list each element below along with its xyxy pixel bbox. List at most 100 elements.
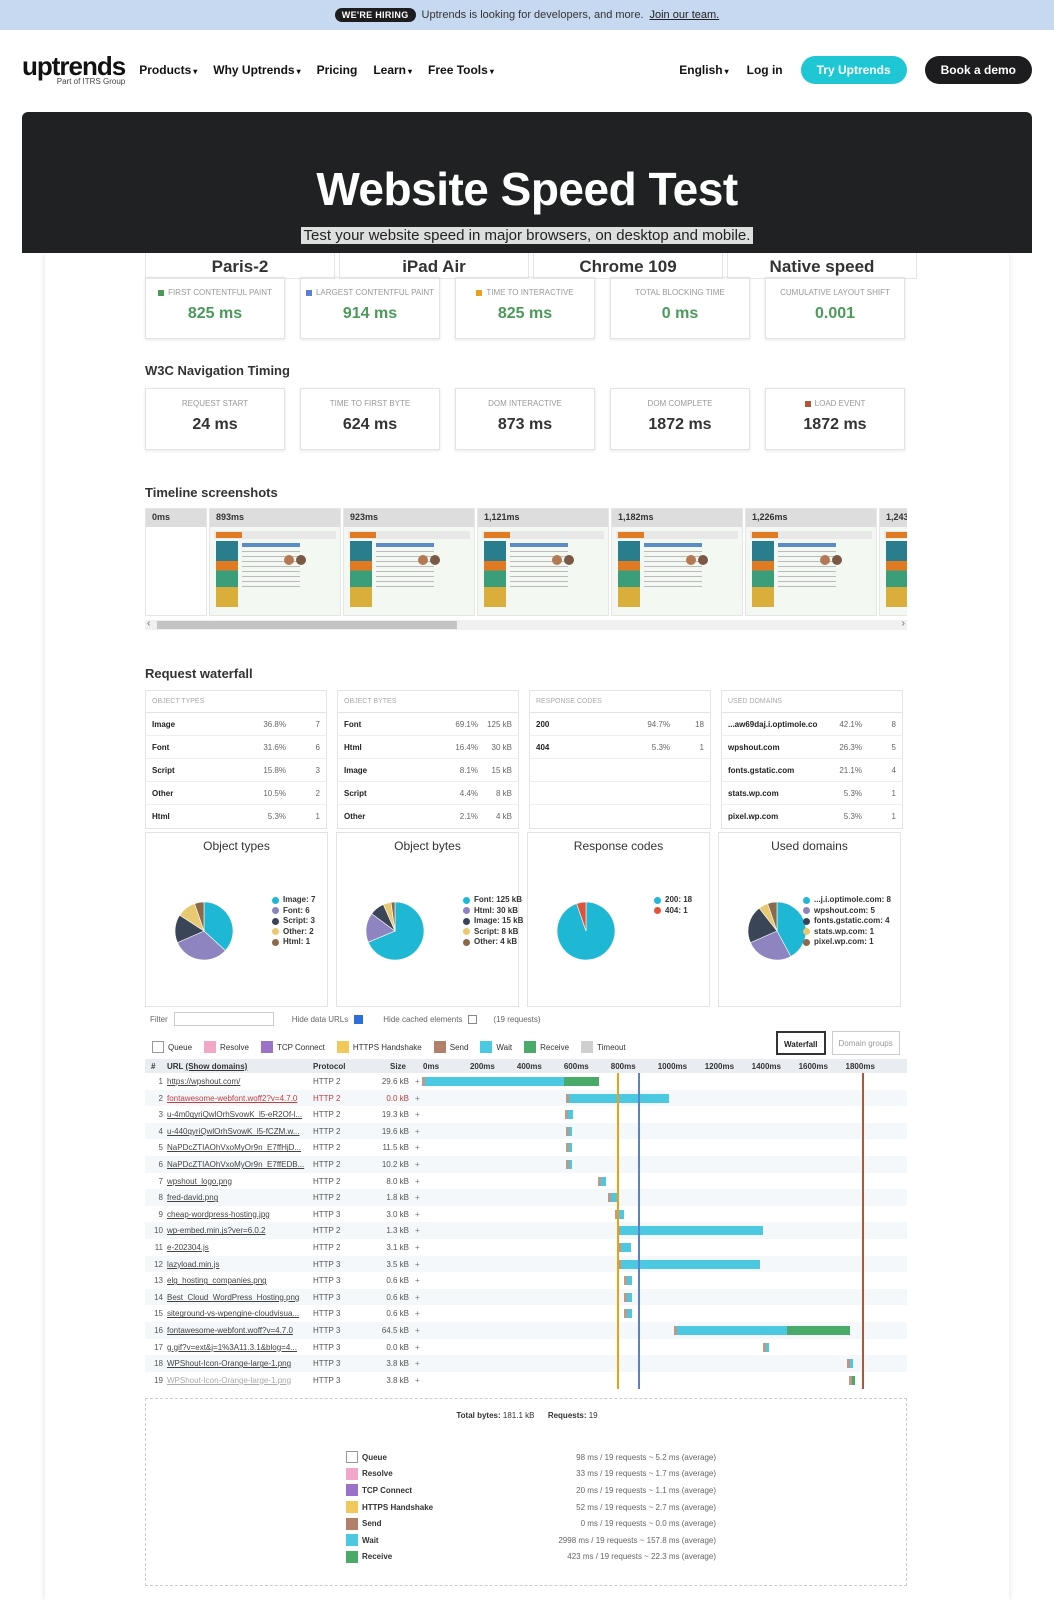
thumb-sidebar [350, 541, 372, 607]
hide-cached-checkbox[interactable] [468, 1014, 478, 1024]
table-row[interactable]: 11 e-202304.js HTTP 2 3.1 kB + [145, 1239, 907, 1256]
request-url-link[interactable]: u-4m0qyriQwlOrhSvowK_l5-eR2Of-l... [167, 1110, 303, 1120]
pie-slice[interactable] [203, 901, 234, 952]
pie-slice[interactable] [194, 901, 205, 932]
timeline-frame[interactable]: 923ms [343, 508, 475, 616]
table-row[interactable]: 14 Best_Cloud_WordPress_Hosting.png HTTP 3… [145, 1288, 907, 1306]
timeline-frame[interactable]: 1,121ms [477, 508, 609, 616]
expand-icon[interactable]: + [415, 1093, 420, 1103]
phase-label: Queue [168, 1042, 193, 1052]
filter-input[interactable] [173, 1012, 274, 1026]
waterfall-view-button[interactable]: Waterfall [776, 1031, 826, 1055]
table-row[interactable]: 9 cheap-wordpress-hosting.jpg HTTP 3 3.0 kB… [145, 1206, 907, 1223]
table-row[interactable]: 2 fontawesome-webfont.woff2?v=4.7.0 HTTP 2… [145, 1089, 907, 1107]
request-url-link[interactable]: WPShout-Icon-Orange-large-1.png [167, 1375, 292, 1385]
table-row[interactable]: 6 NaPDcZTIAOhVxoMyOr9n_E7ffEDB... HTTP 2 10… [145, 1155, 907, 1173]
expand-icon[interactable]: + [415, 1193, 420, 1203]
nav-why-uptrends[interactable]: Why Uptrends ▾ [213, 63, 300, 77]
row-number: 13 [154, 1276, 163, 1286]
domain-groups-button[interactable]: Domain groups [831, 1031, 900, 1055]
request-url-link[interactable]: fred-david.png [167, 1193, 219, 1203]
request-protocol: HTTP 2 [313, 1077, 341, 1086]
request-url-link[interactable]: e-202304.js [167, 1242, 209, 1252]
table-row[interactable]: 1 https://wpshout.com/HTTP 2 29.6 kB + [145, 1073, 907, 1090]
nav-pricing[interactable]: Pricing [316, 63, 358, 77]
table-row[interactable]: 4 u-440qyriQwlOrhSvowK_l5-fCZM.w... HTTP 2… [145, 1122, 907, 1140]
legend-dot-icon [803, 896, 810, 904]
request-url-link[interactable]: https://wpshout.com/ [167, 1077, 241, 1086]
table-row[interactable]: 8 fred-david.png HTTP 2 1.8 kB + [145, 1189, 907, 1206]
request-url-link[interactable]: NaPDcZTIAOhVxoMyOr9n_E7ffHjD... [167, 1143, 302, 1153]
expand-icon[interactable]: + [415, 1276, 420, 1286]
request-url-link[interactable]: elg_hosting_companies.png [167, 1276, 267, 1286]
scroll-right-icon[interactable]: › [901, 618, 905, 629]
expand-icon[interactable]: + [415, 1342, 420, 1352]
expand-icon[interactable]: + [415, 1375, 420, 1385]
table-row[interactable]: 3 u-4m0qyriQwlOrhSvowK_l5-eR2Of-l... HTTP … [145, 1106, 907, 1123]
pie-slice[interactable] [177, 930, 226, 961]
request-url-link[interactable]: cheap-wordpress-hosting.jpg [167, 1209, 270, 1219]
expand-icon[interactable]: + [415, 1126, 420, 1136]
table-row[interactable]: 7 wpshout_logo.png HTTP 2 8.0 kB + [145, 1173, 907, 1190]
expand-icon[interactable]: + [415, 1226, 420, 1236]
timeline-scrollbar[interactable]: ‹ › [145, 618, 907, 630]
expand-icon[interactable]: + [415, 1110, 420, 1120]
frame-thumbnail [746, 527, 876, 615]
scrollbar-thumb[interactable] [157, 621, 457, 629]
table-row[interactable]: 19 WPShout-Icon-Orange-large-1.png HTTP 3 3… [145, 1372, 907, 1389]
uptrends-logo[interactable]: uptrends Part of ITRS Group [22, 53, 126, 86]
stat-cell: 5.3% [651, 742, 670, 752]
legend-label: stats.wp.com: 1 [814, 926, 875, 936]
request-url-link[interactable]: WPShout-Icon-Orange-large-1.png [167, 1359, 292, 1369]
expand-icon[interactable]: + [415, 1292, 420, 1302]
nav-products[interactable]: Products ▾ [139, 63, 197, 77]
request-url-link[interactable]: g.gif?v=ext&j=1%3A11.3.1&blog=4... [167, 1342, 297, 1352]
login-link[interactable]: Log in [746, 63, 783, 77]
expand-icon[interactable]: + [415, 1159, 420, 1169]
request-url-link[interactable]: lazyload.min.js [167, 1259, 220, 1269]
expand-icon[interactable]: + [415, 1325, 420, 1335]
expand-icon[interactable]: + [415, 1309, 420, 1319]
pie-slice[interactable] [390, 901, 396, 932]
table-row[interactable]: 15 siteground-vs-wpengine-cloudvisua... HT… [145, 1305, 907, 1322]
request-url-link[interactable]: u-440qyriQwlOrhSvowK_l5-fCZM.w... [167, 1126, 300, 1136]
request-url-link[interactable]: NaPDcZTIAOhVxoMyOr9n_E7ffEDB... [167, 1159, 305, 1169]
pie-slice[interactable] [767, 901, 778, 932]
pie-slice[interactable] [367, 901, 425, 961]
request-url-link[interactable]: fontawesome-webfont.woff?v=4.7.0 [167, 1325, 293, 1335]
timeline-frame[interactable]: 0ms [145, 508, 207, 616]
expand-icon[interactable]: + [415, 1242, 420, 1252]
scroll-left-icon[interactable]: ‹ [147, 618, 151, 629]
pie-slice[interactable] [576, 901, 587, 932]
pie-slice[interactable] [747, 907, 778, 944]
request-url-link[interactable]: wp-embed.min.js?ver=6.0.2 [167, 1226, 266, 1236]
book-demo-button[interactable]: Book a demo [924, 56, 1032, 84]
request-url-link[interactable]: Best_Cloud_WordPress_Hosting.png [167, 1292, 300, 1302]
request-url-link[interactable]: siteground-vs-wpengine-cloudvisua... [167, 1309, 300, 1319]
expand-icon[interactable]: + [415, 1209, 420, 1219]
timeline-frame[interactable]: 893ms [209, 508, 341, 616]
request-url-link[interactable]: wpshout_logo.png [167, 1176, 232, 1186]
phase-summary-row: Resolve 33 ms / 19 requests ~ 1.7 ms (ave… [346, 1466, 716, 1483]
expand-icon[interactable]: + [415, 1176, 420, 1186]
hide-data-checkbox[interactable] [354, 1014, 364, 1024]
expand-icon[interactable]: + [415, 1077, 420, 1086]
expand-icon[interactable]: + [415, 1143, 420, 1153]
table-row[interactable]: 18 WPShout-Icon-Orange-large-1.png HTTP 3 3… [145, 1355, 907, 1372]
table-row[interactable]: 5 NaPDcZTIAOhVxoMyOr9n_E7ffHjD... HTTP 2 11… [145, 1139, 907, 1156]
timeline-frame[interactable]: 1,243 [879, 508, 907, 616]
nav-learn[interactable]: Learn ▾ [373, 63, 412, 77]
timeline-frame[interactable]: 1,226ms [745, 508, 877, 616]
request-url-link[interactable]: fontawesome-webfont.woff2?v=4.7.0 [167, 1093, 298, 1103]
stat-cell: 10.5% [263, 788, 286, 798]
nav-free-tools[interactable]: Free Tools ▾ [428, 63, 494, 77]
join-team-link[interactable]: Join our team. [649, 9, 720, 21]
timeline-frame[interactable]: 1,182ms [611, 508, 743, 616]
show-domains-link[interactable]: (Show domains) [185, 1062, 248, 1071]
language-select[interactable]: English ▾ [679, 63, 728, 77]
expand-icon[interactable]: + [415, 1359, 420, 1369]
try-uptrends-button[interactable]: Try Uptrends [800, 56, 907, 84]
table-row[interactable]: 17 g.gif?v=ext&j=1%3A11.3.1&blog=4... HTTP… [145, 1339, 907, 1356]
table-row[interactable]: 13 elg_hosting_companies.png HTTP 3 0.6 kB + [145, 1272, 907, 1289]
expand-icon[interactable]: + [415, 1259, 420, 1269]
